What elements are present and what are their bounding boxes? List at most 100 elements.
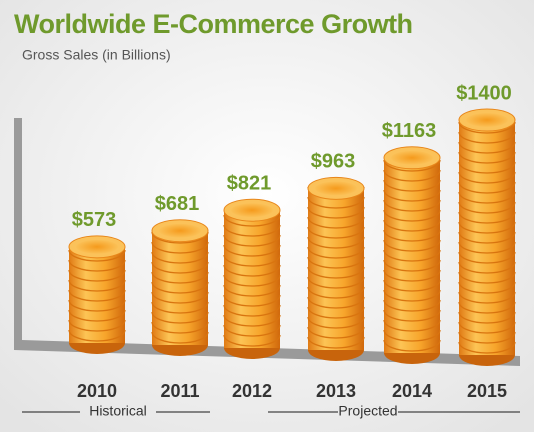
coin-ridge xyxy=(307,256,365,269)
coin-ridge xyxy=(458,281,516,294)
coin-ridge xyxy=(383,339,441,352)
value-label: $1163 xyxy=(382,120,437,142)
coin-ridge xyxy=(307,276,365,289)
value-label: $1400 xyxy=(456,82,512,104)
coin-body xyxy=(308,188,364,350)
coin-ridge xyxy=(458,191,516,204)
coin-ridge xyxy=(458,161,516,174)
coin-ridge xyxy=(68,309,126,322)
coin-ridge xyxy=(458,171,516,184)
coin-face xyxy=(159,223,201,238)
coin-ridge xyxy=(383,169,441,182)
coin-ridge xyxy=(223,284,281,297)
coin-ridge xyxy=(223,334,281,347)
coin-stack xyxy=(68,235,126,354)
coin-ridge xyxy=(458,291,516,304)
coin-ridge xyxy=(458,181,516,194)
coin-ridge xyxy=(223,294,281,307)
coin-face xyxy=(466,113,508,127)
x-tick-label: 2013 xyxy=(316,381,356,401)
x-tick-label: 2014 xyxy=(392,381,432,401)
coin-ridge xyxy=(383,239,441,252)
chart-title: Worldwide E-Commerce Growth xyxy=(14,9,413,39)
coin-ridge xyxy=(151,251,209,264)
x-tick-label: 2011 xyxy=(160,381,199,401)
coin-stack xyxy=(307,176,365,361)
coin-ridge xyxy=(68,319,126,332)
coin-ridge xyxy=(383,189,441,202)
coin-ridge xyxy=(151,231,209,244)
coin-ridge xyxy=(151,301,209,314)
coin-ridge xyxy=(383,299,441,312)
coin-ridge xyxy=(383,229,441,242)
coin-stack xyxy=(383,146,441,364)
coin-ridge xyxy=(68,259,126,272)
coin-body xyxy=(224,210,280,348)
coin-ridge xyxy=(223,274,281,287)
coin-body xyxy=(152,230,208,345)
coin-ridge xyxy=(458,311,516,324)
stacks xyxy=(68,108,516,366)
coin-ridge xyxy=(68,329,126,342)
coin-ridge xyxy=(458,121,516,134)
coin-ridge xyxy=(223,224,281,237)
coin-ridge xyxy=(307,246,365,259)
coin-ridge xyxy=(458,301,516,314)
coin-ridge xyxy=(223,314,281,327)
coin-ridge xyxy=(307,316,365,329)
coin-ridge xyxy=(151,261,209,274)
coin-ridge xyxy=(383,289,441,302)
annotation: Projected xyxy=(338,403,397,419)
coin-ridge xyxy=(307,226,365,239)
coin-ridge xyxy=(307,306,365,319)
coin-ridge xyxy=(68,299,126,312)
coin-ridge xyxy=(151,331,209,344)
coin-body xyxy=(384,157,440,353)
coin-ridge xyxy=(68,289,126,302)
coin-face xyxy=(315,181,357,196)
coin-ridge xyxy=(383,219,441,232)
coin-ridge xyxy=(458,321,516,334)
coin-ridge xyxy=(151,291,209,304)
value-label: $821 xyxy=(227,172,272,194)
coin-ridge xyxy=(151,241,209,254)
coin-ridge xyxy=(458,151,516,164)
coin-ridge xyxy=(383,259,441,272)
coin-ridge xyxy=(223,214,281,227)
coin-ridge xyxy=(151,281,209,294)
coin-ridge xyxy=(307,216,365,229)
coin-ridge xyxy=(68,269,126,282)
coin-ridge xyxy=(307,206,365,219)
coin-ridge xyxy=(307,296,365,309)
coin-ridge xyxy=(68,249,126,262)
value-label: $681 xyxy=(155,193,200,215)
coin-ridge xyxy=(458,141,516,154)
x-tick-label: 2015 xyxy=(467,381,507,401)
coin-ridge xyxy=(458,271,516,284)
coin-ridge xyxy=(458,331,516,344)
coin-ridge xyxy=(458,211,516,224)
coin-face xyxy=(76,239,118,254)
x-tick-label: 2010 xyxy=(77,381,117,401)
coin-ridge xyxy=(307,336,365,349)
coin-ridge xyxy=(383,329,441,342)
x-tick-label: 2012 xyxy=(232,381,272,401)
coin-ridge xyxy=(223,304,281,317)
coin-ridge xyxy=(458,241,516,254)
coin-ridge xyxy=(383,179,441,192)
coin-ridge xyxy=(383,269,441,282)
coin-ridge xyxy=(307,236,365,249)
coin-ridge xyxy=(458,221,516,234)
coin-ridge xyxy=(458,341,516,354)
coin-ridge xyxy=(223,264,281,277)
value-label: $573 xyxy=(72,209,117,231)
coin-ridge xyxy=(307,196,365,209)
coin-ridge xyxy=(383,249,441,262)
coin-ridge xyxy=(383,279,441,292)
coin-ridge xyxy=(307,326,365,339)
value-label: $963 xyxy=(311,151,356,173)
coin-body xyxy=(459,120,515,355)
coin-ridge xyxy=(223,324,281,337)
coin-ridge xyxy=(383,199,441,212)
annotation: Historical xyxy=(89,403,147,419)
